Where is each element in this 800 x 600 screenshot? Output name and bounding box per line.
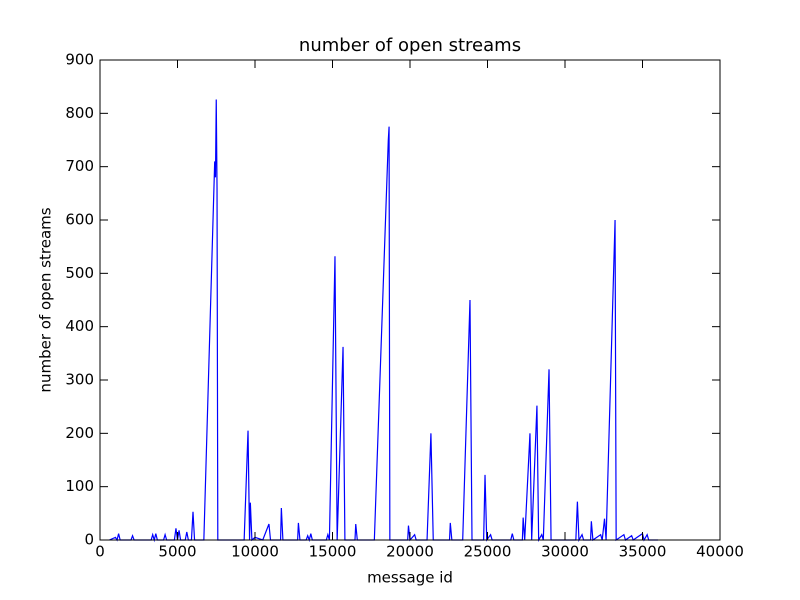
chart-title: number of open streams: [299, 35, 521, 56]
x-tick-label: 20000: [386, 543, 434, 561]
y-tick-label: 800: [65, 104, 94, 122]
y-tick-label: 600: [65, 211, 94, 229]
x-tick-label: 10000: [231, 543, 279, 561]
y-tick-label: 100: [65, 477, 94, 495]
x-tick-label: 30000: [541, 543, 589, 561]
x-tick-label: 15000: [309, 543, 357, 561]
y-tick-label: 500: [65, 264, 94, 282]
y-tick-label: 300: [65, 371, 94, 389]
x-tick-label: 5000: [158, 543, 196, 561]
x-axis-label: message id: [367, 569, 453, 587]
x-tick-label: 40000: [696, 543, 744, 561]
y-axis-label: number of open streams: [37, 207, 55, 392]
x-tick-label: 35000: [619, 543, 667, 561]
y-tick-label: 200: [65, 424, 94, 442]
x-tick-label: 0: [95, 543, 105, 561]
y-tick-label: 700: [65, 157, 94, 175]
x-tick-label: 25000: [464, 543, 512, 561]
y-tick-label: 900: [65, 51, 94, 69]
y-tick-label: 0: [84, 531, 94, 549]
y-tick-label: 400: [65, 317, 94, 335]
